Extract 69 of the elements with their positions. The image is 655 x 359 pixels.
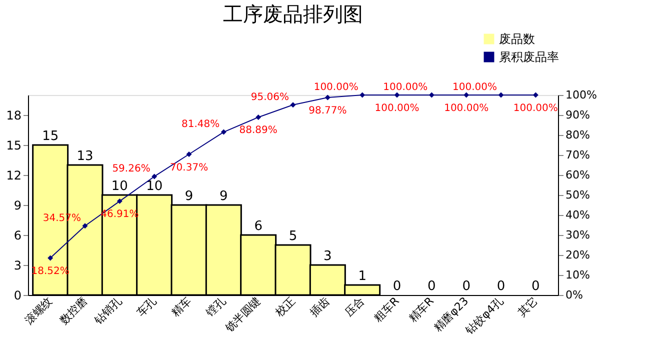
x-tick-label: 精车 (168, 294, 194, 320)
y2-tick-label: 30% (566, 228, 590, 242)
y2-tick-label: 90% (566, 108, 590, 122)
x-tick-label: 其它 (516, 294, 540, 320)
data-label: 100.00% (374, 103, 420, 114)
data-label: 95.06% (250, 92, 289, 103)
data-label: 9 (184, 189, 194, 204)
data-label: 5 (288, 229, 298, 244)
y2-tick-label: 100% (566, 88, 597, 102)
y2-tick-label: 20% (566, 248, 590, 262)
x-tick-label: 车孔 (134, 294, 160, 320)
data-label: 100.00% (452, 82, 497, 93)
point (290, 102, 296, 108)
data-label: 100.00% (513, 103, 558, 114)
x-tick-label: 镗孔 (202, 294, 228, 320)
x-tick-label: 校正 (272, 294, 298, 320)
data-label: 10 (111, 179, 128, 194)
x-tick-label: 压合 (342, 294, 368, 320)
data-label: 0 (392, 279, 402, 294)
x-tick-label: 粗车R (372, 294, 402, 325)
data-label: 98.77% (308, 105, 347, 116)
data-label: 100.00% (444, 103, 489, 114)
point (152, 174, 158, 180)
data-label: 59.26% (112, 163, 150, 174)
y2-tick-label: 40% (566, 208, 590, 222)
x-tick-label: 钻销孔 (91, 294, 124, 328)
y2-tick-label: 10% (566, 268, 590, 282)
x-tick-label: 插齿 (308, 294, 332, 320)
data-label: 0 (496, 279, 506, 294)
point (48, 255, 54, 261)
data-label: 81.48% (182, 119, 220, 130)
y-tick-label: 6 (14, 228, 22, 242)
data-label: 100.00% (314, 82, 358, 93)
data-label: 6 (254, 219, 262, 234)
point (498, 92, 504, 98)
y2-tick-label: 80% (566, 128, 590, 142)
y-tick-label: 9 (14, 198, 22, 212)
y-tick-label: 3 (14, 258, 22, 272)
data-label: 3 (324, 249, 332, 264)
data-label: 1 (358, 269, 366, 284)
point (82, 223, 88, 229)
y2-tick-label: 0% (566, 288, 583, 302)
x-tick-label: 数控磨 (57, 294, 90, 328)
point (324, 94, 330, 100)
data-label: 10 (146, 179, 163, 194)
legend-label: 废品数 (499, 32, 535, 46)
chart-title: 工序废品排列图 (223, 2, 363, 26)
data-label: 15 (42, 129, 59, 144)
data-label: 9 (220, 189, 228, 204)
data-label: 88.89% (239, 125, 278, 136)
y-tick-label: 0 (14, 288, 22, 302)
y2-tick-label: 50% (566, 188, 590, 202)
y-tick-label: 18 (6, 108, 22, 122)
data-label: 0 (428, 279, 436, 294)
point (394, 92, 400, 98)
legend-label: 累积废品率 (499, 50, 559, 64)
point (220, 129, 226, 135)
x-tick-label: 滚螺纹 (22, 294, 56, 328)
y2-tick-label: 70% (566, 148, 590, 162)
data-label: 0 (462, 279, 470, 294)
data-label: 13 (76, 149, 94, 164)
point (116, 198, 122, 204)
y-tick-label: 15 (6, 138, 22, 152)
y2-tick-label: 60% (566, 168, 590, 182)
data-label: 0 (532, 279, 540, 294)
data-label: 70.37% (170, 162, 208, 174)
point (256, 114, 262, 120)
y-tick-label: 12 (6, 168, 22, 182)
data-label: 100.00% (383, 82, 428, 93)
